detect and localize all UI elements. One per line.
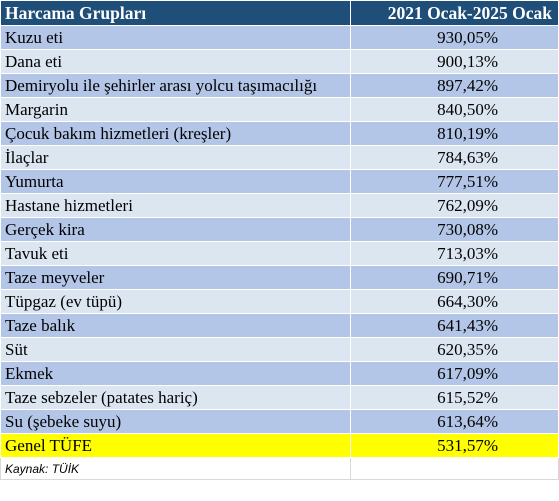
table-header-row: Harcama Grupları 2021 Ocak-2025 Ocak (0, 0, 559, 26)
header-period: 2021 Ocak-2025 Ocak (350, 0, 559, 26)
inflation-table: Harcama Grupları 2021 Ocak-2025 Ocak Kuz… (0, 0, 559, 480)
header-expenditure-groups: Harcama Grupları (0, 0, 351, 26)
table-row: Taze sebzeler (patates hariç) 615,52% (0, 385, 559, 410)
row-value: 840,50% (350, 97, 559, 122)
row-label: Kuzu eti (0, 25, 351, 50)
row-label: Demiryolu ile şehirler arası yolcu taşım… (0, 73, 351, 98)
table-row: Çocuk bakım hizmetleri (kreşler) 810,19% (0, 121, 559, 146)
row-label: Tavuk eti (0, 241, 351, 266)
row-value: 690,71% (350, 265, 559, 290)
table-row: Ekmek 617,09% (0, 361, 559, 386)
row-label: Gerçek kira (0, 217, 351, 242)
table-row: Taze meyveler 690,71% (0, 265, 559, 290)
row-label: Süt (0, 337, 351, 362)
row-label: Ekmek (0, 361, 351, 386)
table-row: Yumurta 777,51% (0, 169, 559, 194)
row-label: Taze sebzeler (patates hariç) (0, 385, 351, 410)
row-label: Taze meyveler (0, 265, 351, 290)
row-label: Yumurta (0, 169, 351, 194)
source-note: Kaynak: TÜİK (0, 457, 351, 480)
row-value: 713,03% (350, 241, 559, 266)
table-row: Tüpgaz (ev tüpü) 664,30% (0, 289, 559, 314)
row-label: Margarin (0, 97, 351, 122)
total-row: Genel TÜFE 531,57% (0, 433, 559, 458)
row-value: 762,09% (350, 193, 559, 218)
row-value: 900,13% (350, 49, 559, 74)
table-row: İlaçlar 784,63% (0, 145, 559, 170)
table-row: Demiryolu ile şehirler arası yolcu taşım… (0, 73, 559, 98)
table-row: Kuzu eti 930,05% (0, 25, 559, 50)
table-row: Taze balık 641,43% (0, 313, 559, 338)
row-value: 620,35% (350, 337, 559, 362)
table-row: Tavuk eti 713,03% (0, 241, 559, 266)
source-empty-cell (350, 457, 559, 480)
row-label: Hastane hizmetleri (0, 193, 351, 218)
source-row: Kaynak: TÜİK (0, 457, 559, 480)
row-label: Taze balık (0, 313, 351, 338)
row-value: 730,08% (350, 217, 559, 242)
row-value: 930,05% (350, 25, 559, 50)
table-row: Su (şebeke suyu) 613,64% (0, 409, 559, 434)
row-label: Çocuk bakım hizmetleri (kreşler) (0, 121, 351, 146)
row-value: 664,30% (350, 289, 559, 314)
row-value: 784,63% (350, 145, 559, 170)
row-value: 777,51% (350, 169, 559, 194)
total-value: 531,57% (350, 433, 559, 458)
row-value: 641,43% (350, 313, 559, 338)
row-label: İlaçlar (0, 145, 351, 170)
table-row: Hastane hizmetleri 762,09% (0, 193, 559, 218)
table-row: Gerçek kira 730,08% (0, 217, 559, 242)
row-label: Su (şebeke suyu) (0, 409, 351, 434)
row-value: 615,52% (350, 385, 559, 410)
table-row: Margarin 840,50% (0, 97, 559, 122)
table-row: Dana eti 900,13% (0, 49, 559, 74)
row-value: 897,42% (350, 73, 559, 98)
row-label: Tüpgaz (ev tüpü) (0, 289, 351, 314)
table-body: Kuzu eti 930,05% Dana eti 900,13% Demiryolu … (0, 25, 559, 434)
total-label: Genel TÜFE (0, 433, 351, 458)
row-value: 617,09% (350, 361, 559, 386)
table-row: Süt 620,35% (0, 337, 559, 362)
row-value: 613,64% (350, 409, 559, 434)
row-value: 810,19% (350, 121, 559, 146)
row-label: Dana eti (0, 49, 351, 74)
